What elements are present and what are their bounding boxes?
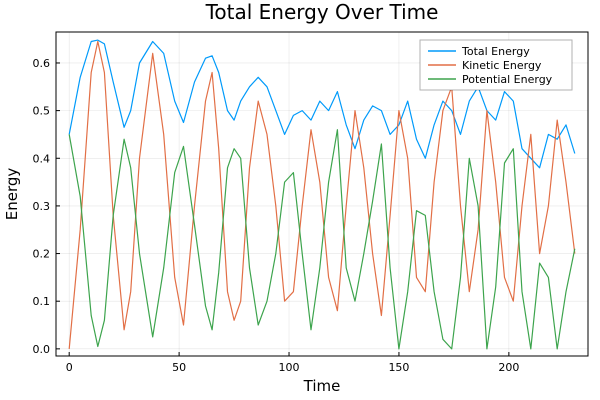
legend-item-kinetic-energy: Kinetic Energy bbox=[428, 59, 542, 72]
grid bbox=[56, 32, 588, 356]
axis-ticks: 0 50 100 150 200 0.0 0.1 0.2 0.3 0.4 0.5 0.6 bbox=[33, 57, 520, 374]
x-tick-label: 50 bbox=[172, 361, 186, 374]
legend-label: Potential Energy bbox=[462, 73, 553, 86]
total-energy-line bbox=[68, 39, 576, 169]
plot-frame bbox=[55, 31, 589, 357]
x-tick-label: 100 bbox=[279, 361, 300, 374]
legend-item-potential-energy: Potential Energy bbox=[428, 73, 553, 86]
y-tick-label: 0.5 bbox=[33, 105, 51, 118]
series-lines bbox=[68, 39, 576, 350]
legend-label: Total Energy bbox=[461, 45, 530, 58]
x-axis-label: Time bbox=[303, 377, 341, 395]
y-tick-label: 0.0 bbox=[33, 343, 51, 356]
potential-energy-line bbox=[68, 129, 576, 350]
chart-title: Total Energy Over Time bbox=[205, 0, 439, 24]
x-tick-label: 150 bbox=[388, 361, 409, 374]
legend-item-total-energy: Total Energy bbox=[428, 45, 530, 58]
legend-label: Kinetic Energy bbox=[462, 59, 542, 72]
x-tick-label: 200 bbox=[498, 361, 519, 374]
y-axis-label: Energy bbox=[3, 168, 21, 221]
x-tick-label: 0 bbox=[66, 361, 73, 374]
y-tick-label: 0.1 bbox=[33, 295, 51, 308]
y-tick-label: 0.4 bbox=[33, 152, 51, 165]
y-tick-label: 0.3 bbox=[33, 200, 51, 213]
y-tick-label: 0.2 bbox=[33, 248, 51, 261]
y-tick-label: 0.6 bbox=[33, 57, 51, 70]
